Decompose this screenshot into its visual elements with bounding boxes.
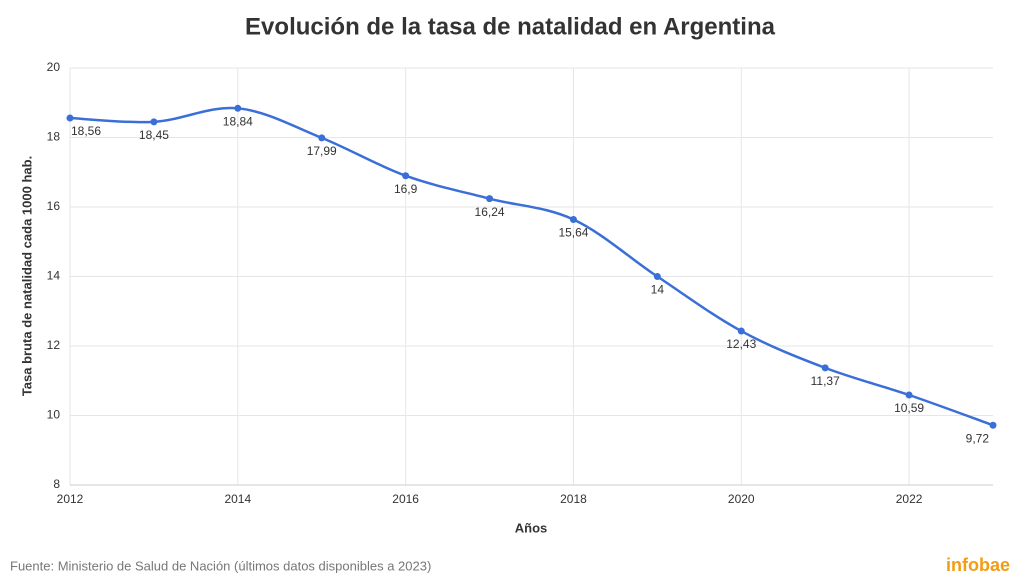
data-label: 14 <box>651 283 665 297</box>
x-tick-label: 2014 <box>224 492 251 506</box>
point <box>653 273 661 280</box>
data-label: 11,37 <box>811 374 840 388</box>
data-label: 18,45 <box>139 128 169 142</box>
data-label: 10,59 <box>894 401 924 415</box>
x-axis-label: Años <box>515 520 548 535</box>
y-tick-label: 10 <box>47 408 61 422</box>
data-label: 18,84 <box>223 114 253 128</box>
point <box>66 114 74 122</box>
data-label: 12,43 <box>726 337 756 351</box>
x-tick-label: 2022 <box>896 492 923 506</box>
y-tick-label: 16 <box>47 199 61 213</box>
chart-title: Evolución de la tasa de natalidad en Arg… <box>245 13 776 40</box>
brand-logo: infobae <box>946 555 1010 575</box>
data-label: 17,99 <box>307 144 337 158</box>
y-tick-label: 8 <box>53 477 60 491</box>
y-tick-label: 18 <box>47 130 61 144</box>
point <box>905 391 913 399</box>
point <box>486 195 494 203</box>
data-label: 18,56 <box>71 124 101 138</box>
point <box>737 327 745 335</box>
data-label: 9,72 <box>966 431 990 445</box>
y-tick-label: 14 <box>47 269 61 283</box>
point <box>402 172 410 180</box>
source-note: Fuente: Ministerio de Salud de Nación (ú… <box>10 558 431 573</box>
point <box>569 216 577 224</box>
y-tick-label: 20 <box>47 60 61 74</box>
x-tick-label: 2016 <box>392 492 419 506</box>
data-label: 15,64 <box>558 226 588 240</box>
y-tick-label: 12 <box>47 338 61 352</box>
x-tick-label: 2012 <box>57 492 84 506</box>
point <box>318 134 326 142</box>
x-tick-label: 2018 <box>560 492 587 506</box>
x-tick-label: 2020 <box>728 492 755 506</box>
data-label: 16,9 <box>394 182 418 196</box>
point <box>234 104 242 112</box>
line <box>69 106 994 427</box>
point <box>989 421 997 429</box>
y-axis-label: Tasa bruta de natalidad cada 1000 hab. <box>19 156 34 396</box>
point <box>821 364 829 372</box>
point <box>150 118 158 126</box>
data-label: 16,24 <box>475 205 505 219</box>
